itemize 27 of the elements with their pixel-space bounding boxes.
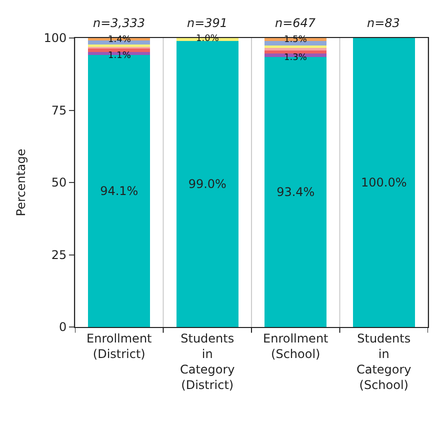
- y-tick-label: 100: [44, 31, 67, 46]
- y-tick-label: 0: [58, 320, 67, 334]
- data-label: 1.4%: [108, 35, 132, 45]
- bar: [88, 40, 150, 45]
- data-label: 93.4%: [276, 185, 315, 200]
- y-tick-label: 50: [51, 176, 67, 190]
- bar: [264, 41, 327, 46]
- text: n=83: [367, 16, 400, 30]
- x-tick-label: Enrollment (District): [86, 331, 152, 361]
- data-label: 1.5%: [284, 35, 308, 45]
- bar: [352, 38, 415, 327]
- x-tick-label: Students in Category (School): [356, 331, 412, 392]
- y-tick-label: 25: [51, 248, 67, 262]
- x-tick-label: Students in Category (District): [180, 331, 235, 392]
- y-axis-title: Percentage: [14, 148, 28, 216]
- text: n=391: [187, 16, 228, 30]
- data-label: 100.0%: [360, 176, 407, 190]
- text: n=3,333: [93, 16, 146, 30]
- y-tick-label: 75: [51, 103, 67, 118]
- data-label: 94.1%: [100, 184, 138, 198]
- text: n=647: [275, 16, 316, 30]
- x-tick-label: Enrollment (School): [263, 331, 329, 361]
- bar: [264, 46, 327, 48]
- bar: [264, 50, 327, 54]
- bar: [88, 48, 150, 52]
- bar: [176, 40, 238, 327]
- data-label: 99.0%: [188, 176, 226, 191]
